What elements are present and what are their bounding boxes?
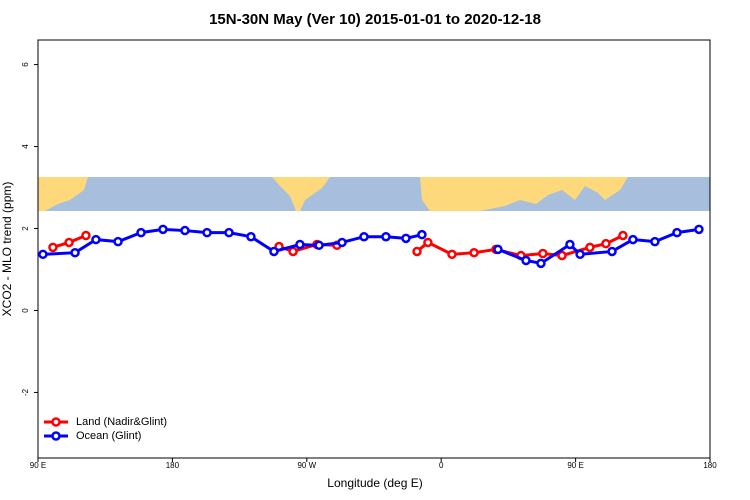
point (469, 247, 479, 258)
x-tick-label: 0 (439, 461, 444, 470)
point (158, 224, 168, 235)
point (538, 248, 548, 259)
point (91, 234, 101, 245)
map-strip (38, 177, 710, 211)
point (628, 234, 638, 245)
point (493, 244, 503, 255)
point (359, 231, 369, 242)
x-tick-label: 90 W (297, 461, 316, 470)
point (246, 231, 256, 242)
point (401, 233, 411, 244)
point (337, 237, 347, 248)
point (423, 237, 433, 248)
point (48, 242, 58, 253)
point (575, 249, 585, 260)
point (295, 239, 305, 250)
point (70, 247, 80, 258)
point (180, 225, 190, 236)
legend-marker (51, 417, 61, 427)
point (417, 229, 427, 240)
point (136, 227, 146, 238)
y-tick-label: 2 (21, 226, 30, 231)
point (81, 230, 91, 241)
chart-title: 15N-30N May (Ver 10) 2015-01-01 to 2020-… (209, 11, 541, 28)
legend-label: Land (Nadir&Glint) (76, 416, 167, 428)
y-tick-label: 6 (21, 62, 30, 67)
plot-frame (37, 39, 711, 459)
point (224, 227, 234, 238)
point (672, 227, 682, 238)
point (618, 230, 628, 241)
point (585, 242, 595, 253)
point (601, 238, 611, 249)
point (314, 240, 324, 251)
x-axis-label: Longitude (deg E) (327, 476, 422, 490)
point (557, 250, 567, 261)
y-tick-label: 4 (21, 144, 30, 149)
legend-label: Ocean (Glint) (76, 430, 141, 442)
point (650, 236, 660, 247)
legend-marker (51, 431, 61, 441)
point (288, 246, 298, 257)
y-axis-label: XCO2 - MLO trend (ppm) (0, 182, 14, 317)
point (381, 231, 391, 242)
point (202, 227, 212, 238)
point (447, 249, 457, 260)
x-tick-label: 90 E (567, 461, 583, 470)
x-tick-label: 180 (703, 461, 717, 470)
y-tick-label: 0 (21, 308, 30, 313)
point (38, 249, 48, 260)
point (607, 246, 617, 257)
point (536, 258, 546, 269)
point (521, 255, 531, 266)
point (269, 246, 279, 257)
x-tick-label: 90 E (30, 461, 46, 470)
point (64, 237, 74, 248)
point (694, 224, 704, 235)
point (565, 239, 575, 250)
point (412, 246, 422, 257)
x-tick-label: 180 (166, 461, 180, 470)
y-tick-label: -2 (21, 388, 30, 396)
point (113, 236, 123, 247)
